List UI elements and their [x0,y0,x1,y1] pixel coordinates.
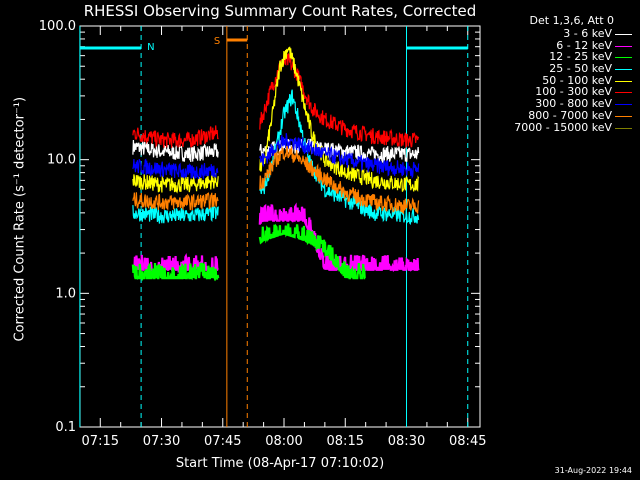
x-tick-label: 08:15 [327,434,364,449]
legend-item: 7000 - 15000 keV [486,120,636,134]
legend-swatch [615,69,632,71]
x-tick-label: 07:15 [82,434,119,449]
legend-label: 7000 - 15000 keV [514,120,612,134]
legend-swatch [615,45,632,47]
legend-item: 3 - 6 keV [486,28,636,40]
series-50-100-kev [132,46,420,194]
legend-header: Det 1,3,6, Att 0 [529,14,614,27]
y-tick-label: 10.0 [47,153,76,168]
legend-label: 300 - 800 keV [535,97,612,111]
legend-label: 25 - 50 keV [549,62,612,76]
legend-swatch [615,127,632,129]
series-100-300-kev [132,53,420,149]
legend-item: 25 - 50 keV [486,63,636,75]
series-12-25-kev [131,223,366,282]
legend-label: 50 - 100 keV [542,73,612,87]
series-300-800-kev [132,133,420,180]
x-tick-label: 08:45 [449,434,486,449]
y-tick-label: 1.0 [55,286,76,301]
legend-label: 3 - 6 keV [563,27,612,40]
legend-swatch [615,92,632,94]
legend-swatch [615,57,632,59]
night-label: N [147,42,154,53]
legend-swatch [615,34,632,35]
legend-item: 6 - 12 keV [486,38,636,52]
x-tick-label: 08:30 [388,434,425,449]
chart-title: RHESSI Observing Summary Count Rates, Co… [83,2,477,20]
series-25-50-kev [132,89,420,226]
legend-swatch [615,104,632,106]
legend-item: 800 - 7000 keV [486,110,636,122]
legend-label: 800 - 7000 keV [528,108,612,122]
x-tick-label: 08:00 [265,434,302,449]
legend-label: 12 - 25 keV [549,50,612,64]
legend-item: 100 - 300 keV [486,86,636,98]
legend-item: 12 - 25 keV [486,51,636,63]
legend-label: 6 - 12 keV [556,38,612,52]
y-tick-label: 100.0 [39,19,76,34]
legend-label: 100 - 300 keV [535,85,612,99]
legend: Det 1,3,6, Att 0 3 - 6 keV 6 - 12 keV 12 -… [486,14,636,133]
legend-swatch [615,80,632,82]
saa-label: S [214,36,220,47]
legend-item: 300 - 800 keV [486,98,636,110]
legend-item: 50 - 100 keV [486,75,636,87]
x-axis-label: Start Time (08-Apr-17 07:10:02) [175,456,385,471]
timestamp: 31-Aug-2022 19:44 [554,466,632,475]
legend-swatch [615,115,632,117]
x-tick-label: 07:30 [143,434,180,449]
x-tick-label: 07:45 [204,434,241,449]
y-axis-label: Corrected Count Rate (s⁻¹ detector⁻¹) [12,96,28,342]
series-800-7000-kev [132,145,420,214]
y-tick-label: 0.1 [55,420,76,435]
